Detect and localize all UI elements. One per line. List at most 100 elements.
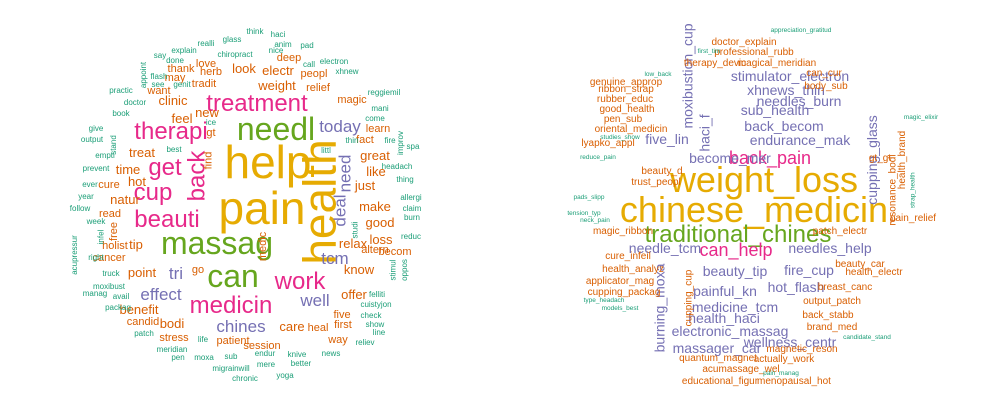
word-health-analyz: health_analyz <box>602 264 664 275</box>
word-five: five <box>333 308 351 321</box>
word-chronic: chronic <box>232 374 258 383</box>
word-needles-help: needles_help <box>788 240 872 256</box>
word-beauty-d: beauty_d <box>641 166 683 177</box>
word-learn: learn <box>365 122 391 135</box>
word-point: point <box>127 264 157 280</box>
word-sub-health: sub_health <box>740 102 810 118</box>
word-like: like <box>366 163 386 179</box>
word-tip: tip <box>129 236 143 252</box>
word-pain: pain <box>218 182 306 234</box>
word-realli: realli <box>197 39 215 48</box>
word-knive: knive <box>287 350 307 359</box>
word-week: week <box>86 217 106 226</box>
word-care: care <box>279 318 305 334</box>
word-packag: packag <box>105 303 131 312</box>
word-health-haci: health_haci <box>688 310 760 326</box>
word-needles-burn: needles_burn <box>756 93 842 109</box>
word-haci-f: haci_f <box>696 114 713 152</box>
word-give: give <box>88 124 104 133</box>
word-beauti: beauti <box>134 206 200 233</box>
word-health-brand: health_brand <box>896 130 908 190</box>
word-life: life <box>197 335 209 344</box>
word-well: well <box>300 290 330 310</box>
word-back-becom: back_becom <box>744 118 824 134</box>
word-needle-tcm: needle_tcm <box>628 240 702 256</box>
word-read: read <box>98 207 122 220</box>
word-clinic: clinic <box>158 92 188 108</box>
word-becom: becom <box>378 245 412 258</box>
word-first: first <box>334 318 352 331</box>
word-breast-canc: breast_canc <box>817 282 873 293</box>
word-magic-ribbon: magic_ribbon <box>592 226 654 237</box>
word-deal: deal <box>330 193 350 227</box>
word-come: come <box>365 114 385 123</box>
word-pain-manag: pain_manag <box>763 369 799 377</box>
word-way: way <box>328 333 348 346</box>
word-littl: littl <box>321 146 331 155</box>
word-burn: burn <box>403 213 420 222</box>
word-output-patch: output_patch <box>803 296 861 307</box>
word-can-cur: can_cur <box>806 68 842 79</box>
word-reduc: reduc <box>400 232 421 241</box>
word-check: check <box>360 311 382 320</box>
word-good: good <box>365 214 395 230</box>
word-tcm: tcm <box>321 248 349 268</box>
word-meridian: meridian <box>156 345 188 354</box>
word-done: done <box>166 56 184 65</box>
word-heal: heal <box>307 321 329 334</box>
word-educational-figur: educational_figur <box>681 376 759 387</box>
word-improv: improv <box>395 130 405 156</box>
word-think: think <box>246 27 264 36</box>
word-news: news <box>321 349 341 358</box>
word-yoga: yoga <box>276 371 294 380</box>
word-headach: headach <box>381 162 413 171</box>
word-truck: truck <box>102 269 120 278</box>
word-pain-relief: pain_relief <box>889 213 937 224</box>
word-year: year <box>78 192 94 201</box>
word-ribbon-strap: ribbon_strap <box>598 84 654 95</box>
word-reliev: reliev <box>355 338 375 347</box>
word-tri: tri <box>168 263 184 283</box>
word-medicine-tcm: medicine_tcm <box>691 299 779 315</box>
word-can-help: can_help <box>699 240 773 260</box>
word-claim: claim <box>402 204 422 213</box>
word-cloud-single-words: help pain health massag needl can back medicin t… <box>70 27 422 383</box>
word-lyapko-appl: lyapko_appl <box>581 138 635 149</box>
word-benefit: benefit <box>119 301 159 317</box>
word-stimul: stimul <box>387 259 397 281</box>
word-want: want <box>147 84 171 97</box>
word-bodi: bodi <box>159 315 185 331</box>
word-brand-med: brand_med <box>806 322 858 333</box>
word-low-back: low_back <box>644 70 672 78</box>
word-patch: patch <box>134 329 154 338</box>
word-prevent: prevent <box>82 164 110 173</box>
word-genit: genit <box>173 80 191 89</box>
word-doctor: doctor <box>123 98 147 107</box>
word-ice: ice <box>205 118 217 127</box>
word-cupping-cup: cupping_cup <box>683 269 694 327</box>
word-thin: thin <box>345 136 359 145</box>
word-wellness-centr: wellness_centr <box>743 334 837 350</box>
word-make: make <box>359 198 391 214</box>
word-medic: medic <box>257 231 270 261</box>
word-menopausal-hot: menopausal_hot <box>757 376 831 387</box>
word-right: right <box>88 253 104 262</box>
word-time: time <box>115 161 141 177</box>
word-good-health: good_health <box>599 104 655 115</box>
word-call: call <box>302 60 315 69</box>
word-body-sub: body_sub <box>804 81 848 92</box>
word-better: better <box>290 359 312 368</box>
word-thing: thing <box>396 175 414 184</box>
word-fire-cup: fire_cup <box>784 262 834 278</box>
word-actually-work: actually_work <box>753 354 815 365</box>
word-applicator-mag: applicator_mag <box>585 276 655 287</box>
word-felliti: felliti <box>368 290 385 299</box>
word-medicin: medicin <box>189 292 273 319</box>
word-show: show <box>365 320 385 329</box>
word-fire: fire <box>384 136 396 145</box>
word-appoint: appoint <box>139 61 148 89</box>
word-rubber-educ: rubber_educ <box>596 94 654 105</box>
word-free: free <box>107 221 120 241</box>
word-beauty-car: beauty_car <box>835 259 885 270</box>
word-chines: chines <box>216 316 266 336</box>
